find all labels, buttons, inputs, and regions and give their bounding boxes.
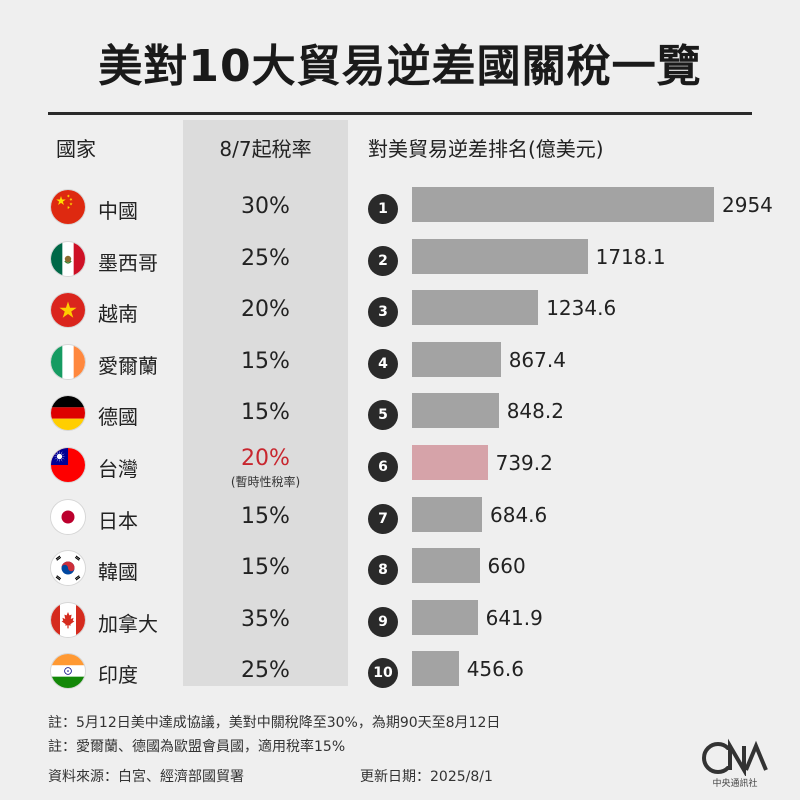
tariff-rate: 25% (241, 658, 290, 684)
country-label: 中國 (98, 199, 138, 223)
country-label: 印度 (98, 663, 138, 688)
rank-badge: 10 (368, 658, 398, 689)
india-flag-icon (51, 654, 85, 689)
deficit-value-label: 684.6 (490, 502, 548, 527)
deficit-value-label: 641.9 (485, 605, 543, 630)
source-text: 資料來源：白宮、經濟部國貿署 (48, 769, 244, 785)
rank-badge: 9 (368, 606, 398, 637)
rank-badge: 1 (368, 194, 398, 224)
table-row: 墨西哥 25% 2 1718.1 (0, 236, 800, 284)
mexico-flag-icon (51, 241, 85, 276)
country-label: 越南 (98, 302, 138, 327)
update-date: 更新日期：2025/8/1 (360, 769, 493, 785)
deficit-bar (412, 651, 459, 687)
deficit-column-header: 對美貿易逆差排名(億美元) (368, 137, 604, 161)
tariff-rate: 20% (241, 446, 290, 471)
deficit-bar (412, 290, 539, 326)
country-label: 德國 (98, 405, 138, 430)
deficit-bar (412, 393, 499, 429)
tariff-rate: 15% (241, 503, 290, 529)
deficit-bar (412, 496, 482, 532)
rank-badge: 3 (368, 297, 398, 328)
footnote-1: 註：5月12日美中達成協議，美對中關稅降至30%，為期90天至8月12日 (48, 715, 501, 731)
table-row: 加拿大 35% 9 641.9 (0, 597, 800, 645)
deficit-value-label: 1718.1 (595, 244, 666, 269)
country-label: 日本 (98, 508, 138, 533)
country-label: 墨西哥 (98, 250, 158, 275)
tariff-rate-note: (暫時性稅率) (230, 475, 301, 489)
country-label: 加拿大 (98, 611, 158, 636)
deficit-bar (412, 238, 588, 274)
deficit-value-label: 456.6 (466, 657, 524, 682)
title-divider (48, 112, 752, 115)
korea-flag-icon (51, 551, 85, 586)
country-label: 台灣 (98, 457, 138, 481)
china-flag-icon (51, 190, 85, 224)
country-label: 韓國 (98, 560, 138, 585)
cna-logo-mark (702, 738, 768, 776)
ireland-flag-icon (51, 344, 85, 379)
deficit-value-label: 2954 (722, 193, 773, 217)
tariff-rate: 15% (241, 555, 290, 581)
deficit-bar (412, 548, 480, 584)
cna-logo-text: 中央通訊社 (712, 779, 758, 789)
cna-logo: 中央通訊社 (700, 738, 770, 789)
tariff-rate: 35% (241, 606, 290, 632)
deficit-value-label: 739.2 (495, 451, 553, 475)
table-row: 韓國 15% 8 660 (0, 545, 800, 593)
deficit-value-label: 660 (487, 554, 526, 579)
table-row: 日本 15% 7 684.6 (0, 494, 800, 542)
rate-column-header: 8/7起稅率 (219, 137, 312, 161)
chart-title: 美對10大貿易逆差國關稅一覽 (98, 41, 702, 92)
rank-badge: 4 (368, 348, 398, 379)
tariff-rate: 25% (241, 245, 290, 271)
tariff-rate: 30% (241, 194, 290, 219)
rank-badge: 7 (368, 503, 398, 534)
deficit-bar (412, 341, 501, 377)
germany-flag-icon (51, 396, 85, 431)
country-label: 愛爾蘭 (98, 353, 158, 378)
deficit-bar (412, 187, 714, 222)
vietnam-flag-icon (51, 293, 85, 328)
country-column-header: 國家 (56, 137, 96, 161)
tariff-rate: 15% (241, 400, 290, 426)
rank-badge: 2 (368, 245, 398, 276)
canada-flag-icon (51, 602, 85, 637)
tariff-rate: 20% (241, 297, 290, 323)
taiwan-flag-icon (51, 448, 85, 482)
table-row: 印度 25% 10 456.6 (0, 648, 800, 696)
japan-flag-icon (51, 499, 85, 534)
deficit-bar (412, 445, 488, 480)
table-row: 德國 15% 5 848.2 (0, 390, 800, 438)
table-row: 愛爾蘭 15% 4 867.4 (0, 339, 800, 387)
deficit-value-label: 848.2 (506, 399, 564, 424)
deficit-value-label: 867.4 (508, 347, 566, 372)
table-row: 台灣 20% (暫時性稅率) 6 739.2 (0, 442, 800, 490)
deficit-bar (412, 599, 478, 635)
rank-badge: 6 (368, 452, 398, 482)
footnote-2: 註：愛爾蘭、德國為歐盟會員國，適用稅率15% (48, 739, 346, 755)
table-row: 中國 30% 1 2954 (0, 184, 800, 232)
table-row: 越南 20% 3 1234.6 (0, 287, 800, 335)
rate-column-band (183, 120, 348, 686)
deficit-value-label: 1234.6 (546, 296, 617, 321)
tariff-rate: 15% (241, 348, 290, 374)
rank-badge: 8 (368, 555, 398, 586)
rank-badge: 5 (368, 400, 398, 431)
